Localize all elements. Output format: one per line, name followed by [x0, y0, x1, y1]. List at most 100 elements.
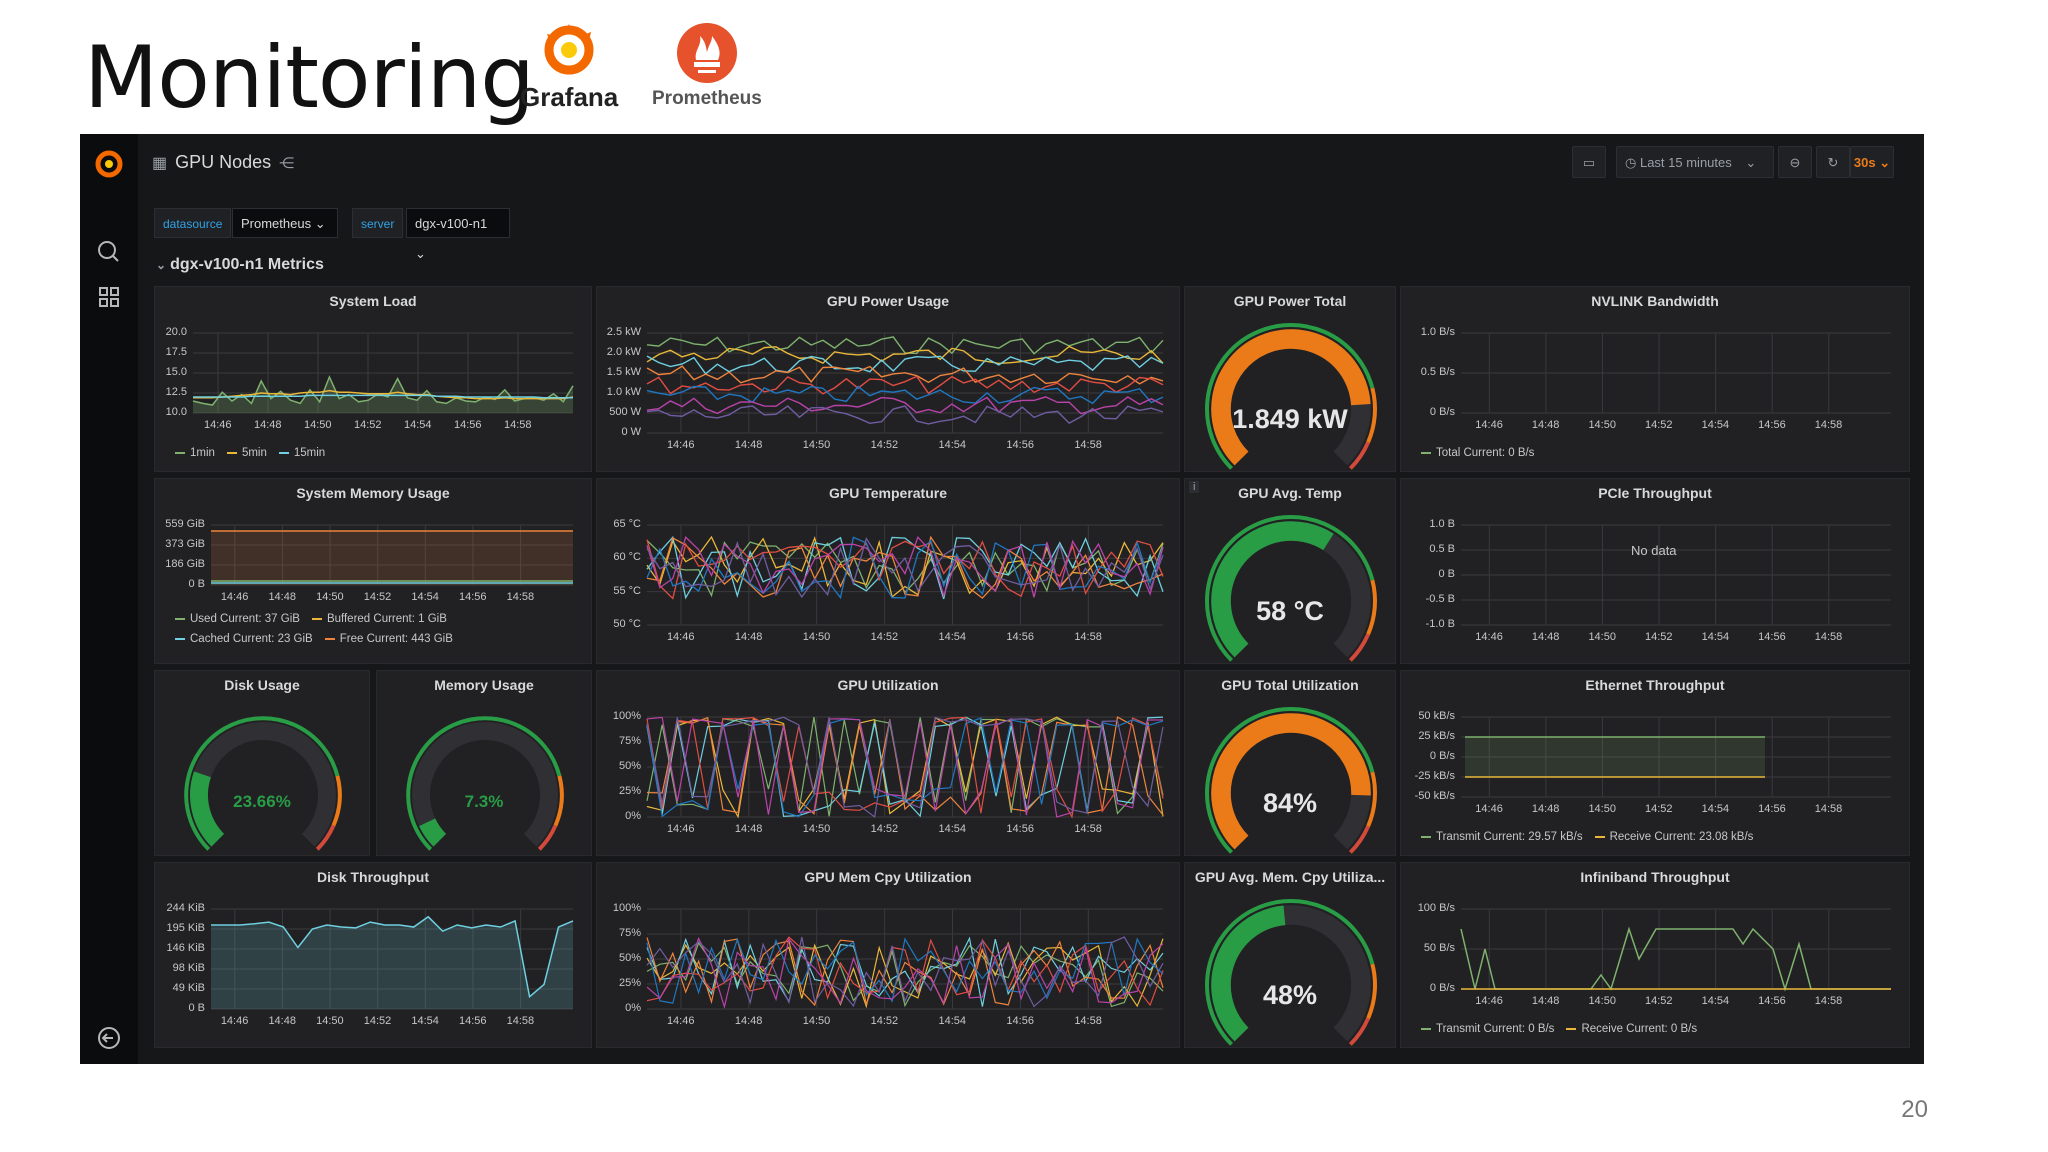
legend-item[interactable]: Transmit Current: 29.57 kB/s — [1421, 831, 1583, 843]
panel-gpu-power-total[interactable]: GPU Power Total 1.849 kW — [1184, 286, 1396, 472]
x-tick-label: 14:46 — [204, 419, 232, 431]
gauge-threshold-red — [315, 824, 336, 851]
time-range-picker[interactable]: ◷ Last 15 minutes ⌄ — [1616, 146, 1774, 178]
x-tick-label: 14:52 — [870, 1015, 899, 1027]
panel-title[interactable]: NVLINK Bandwidth — [1591, 293, 1719, 309]
gauge — [1205, 707, 1377, 854]
panel-title[interactable]: Memory Usage — [434, 677, 534, 693]
refresh-button[interactable]: ↻ — [1816, 146, 1850, 178]
gauge-value: 23.66% — [233, 791, 291, 811]
legend-item[interactable]: 5min — [226, 447, 267, 459]
series-line-disk — [211, 915, 574, 999]
panel-title[interactable]: System Load — [329, 293, 417, 309]
grafana-logo-icon[interactable] — [80, 146, 138, 187]
y-tick-label: 0 B — [188, 1002, 205, 1014]
legend-label: Transmit Current: 0 B/s — [1436, 1023, 1555, 1035]
panel-title[interactable]: GPU Temperature — [829, 485, 947, 501]
gauge-threshold-orange — [1366, 771, 1377, 828]
panel-gpu-avg-mem-cpy[interactable]: GPU Avg. Mem. Cpy Utiliza... 48% — [1184, 862, 1396, 1048]
series-line-gpu-3 — [646, 365, 1164, 385]
legend-swatch — [1594, 835, 1605, 838]
series-area-free — [211, 531, 573, 585]
y-tick-label: 100 B/s — [1417, 902, 1455, 914]
gauge-threshold-green — [1205, 707, 1375, 854]
panel-title[interactable]: Infiniband Throughput — [1580, 869, 1730, 885]
legend-item[interactable]: 15min — [278, 447, 325, 459]
panel-title[interactable]: Ethernet Throughput — [1585, 677, 1725, 693]
panel-gpu-avg-temp[interactable]: GPU Avg. Temp 58 °C i — [1184, 478, 1396, 664]
panel-gpu-temperature[interactable]: GPU Temperature 65 °C 60 °C 55 °C 50 °C 14:46… — [596, 478, 1180, 664]
search-icon[interactable] — [80, 238, 138, 271]
y-tick-label: 1.0 B — [1429, 518, 1455, 530]
panel-system-memory-usage[interactable]: System Memory Usage 559 GiB 373 GiB 186 GiB… — [154, 478, 592, 664]
panel-disk-throughput[interactable]: Disk Throughput 244 KiB 195 KiB 146 KiB 98 K… — [154, 862, 592, 1048]
x-tick-label: 14:46 — [220, 591, 249, 603]
x-tick-label: 14:46 — [666, 823, 695, 835]
y-tick-label: 60 °C — [613, 551, 641, 564]
panel-gpu-power-usage[interactable]: GPU Power Usage 2.5 kW 2.0 kW 1.5 kW 1.0 kW 5… — [596, 286, 1180, 472]
series-area — [193, 377, 573, 413]
legend-item[interactable]: Cached Current: 23 GiB — [175, 633, 313, 645]
dashboards-icon[interactable] — [80, 284, 138, 317]
legend-item[interactable]: Receive Current: 23.08 kB/s — [1594, 831, 1753, 843]
panel-title[interactable]: PCIe Throughput — [1598, 485, 1712, 501]
panel-disk-usage[interactable]: Disk Usage 23.66% — [154, 670, 370, 856]
y-tick-label: 244 KiB — [166, 902, 205, 914]
panel-gpu-utilization[interactable]: GPU Utilization 100% 75% 50% 25% 0% 14:46 14:48… — [596, 670, 1180, 856]
panel-title[interactable]: GPU Power Usage — [826, 293, 950, 309]
panel-title[interactable]: GPU Power Total — [1233, 293, 1347, 309]
variable-value-datasource: Prometheus — [241, 216, 312, 231]
x-tick-label: 14:54 — [411, 591, 439, 603]
panel-nvlink-bandwidth[interactable]: NVLINK Bandwidth 1.0 B/s 0.5 B/s 0 B/s 14:46… — [1400, 286, 1910, 472]
panel-title[interactable]: GPU Mem Cpy Utilization — [804, 869, 972, 885]
dashboard-title[interactable]: ▦ GPU Nodes ⋲ — [152, 152, 294, 173]
legend-item[interactable]: Used Current: 37 GiB — [175, 613, 300, 625]
panel-ethernet-throughput[interactable]: Ethernet Throughput 50 kB/s 25 kB/s 0 B/s -2… — [1400, 670, 1910, 856]
dashboard-title-text: GPU Nodes — [175, 152, 272, 172]
chevron-down-icon: ⌄ — [1745, 155, 1757, 170]
series-line-gpu-6 — [646, 396, 1164, 415]
variable-value-server: dgx-v100-n1 — [415, 216, 488, 231]
panel-title[interactable]: GPU Avg. Temp — [1238, 485, 1342, 501]
x-tick-label: 14:54 — [404, 419, 432, 431]
gauge — [184, 716, 342, 851]
graph-canvas — [646, 908, 1164, 1010]
series-line-memcpy-4 — [646, 936, 1164, 1007]
legend-item[interactable]: Free Current: 443 GiB — [324, 633, 453, 645]
y-tick-label: 55 °C — [613, 584, 641, 597]
legend-item[interactable]: Total Current: 0 B/s — [1421, 447, 1534, 459]
legend-item[interactable]: Buffered Current: 1 GiB — [311, 613, 447, 625]
variable-select-datasource[interactable]: Prometheus ⌄ — [232, 208, 338, 238]
x-tick-label: 14:52 — [870, 823, 899, 835]
panel-infiniband-throughput[interactable]: Infiniband Throughput 100 B/s 50 B/s 0 B/s 1… — [1400, 862, 1910, 1048]
legend-item[interactable]: 1min — [175, 447, 215, 459]
share-icon[interactable]: ⋲ — [279, 155, 295, 172]
x-tick-label: 14:48 — [1531, 803, 1560, 815]
panel-gpu-mem-cpy-utilization[interactable]: GPU Mem Cpy Utilization 100% 75% 50% 25% 0% 14… — [596, 862, 1180, 1048]
legend-item[interactable]: Transmit Current: 0 B/s — [1421, 1023, 1554, 1035]
panel-gpu-total-utilization[interactable]: GPU Total Utilization 84% — [1184, 670, 1396, 856]
panel-title[interactable]: System Memory Usage — [296, 485, 450, 501]
row-title[interactable]: ⌄ dgx-v100-n1 Metrics — [156, 256, 324, 274]
variable-select-server[interactable]: dgx-v100-n1 ⌄ — [406, 208, 510, 261]
panel-pcie-throughput[interactable]: PCIe Throughput 1.0 B 0.5 B 0 B -0.5 B -1.0 B… — [1400, 478, 1910, 664]
x-tick-label: 14:56 — [458, 1015, 487, 1027]
panel-title[interactable]: Disk Usage — [224, 677, 300, 693]
x-tick-label: 14:48 — [254, 419, 282, 431]
panel-title[interactable]: GPU Utilization — [837, 677, 939, 693]
zoom-out-button[interactable]: ⊖ — [1778, 146, 1812, 178]
refresh-interval-picker[interactable]: 30s ⌄ — [1850, 146, 1894, 178]
y-tick-label: 500 W — [609, 406, 641, 418]
y-tick-label: -1.0 B — [1425, 618, 1455, 630]
panel-title[interactable]: GPU Total Utilization — [1221, 677, 1359, 693]
panel-system-load[interactable]: System Load 20.0 17.5 15.0 12.5 10.0 14:46 14:4… — [154, 286, 592, 472]
panel-memory-usage[interactable]: Memory Usage 7.3% — [376, 670, 592, 856]
x-tick-label: 14:48 — [1531, 419, 1560, 431]
sign-out-icon[interactable] — [80, 1024, 138, 1057]
x-tick-label: 14:48 — [1531, 631, 1560, 643]
panel-title[interactable]: GPU Avg. Mem. Cpy Utiliza... — [1194, 869, 1386, 885]
panel-title[interactable]: Disk Throughput — [317, 869, 429, 885]
legend-item[interactable]: Receive Current: 0 B/s — [1566, 1023, 1697, 1035]
row-title-text: dgx-v100-n1 Metrics — [170, 256, 324, 273]
tv-mode-button[interactable]: ▭ — [1572, 146, 1606, 178]
